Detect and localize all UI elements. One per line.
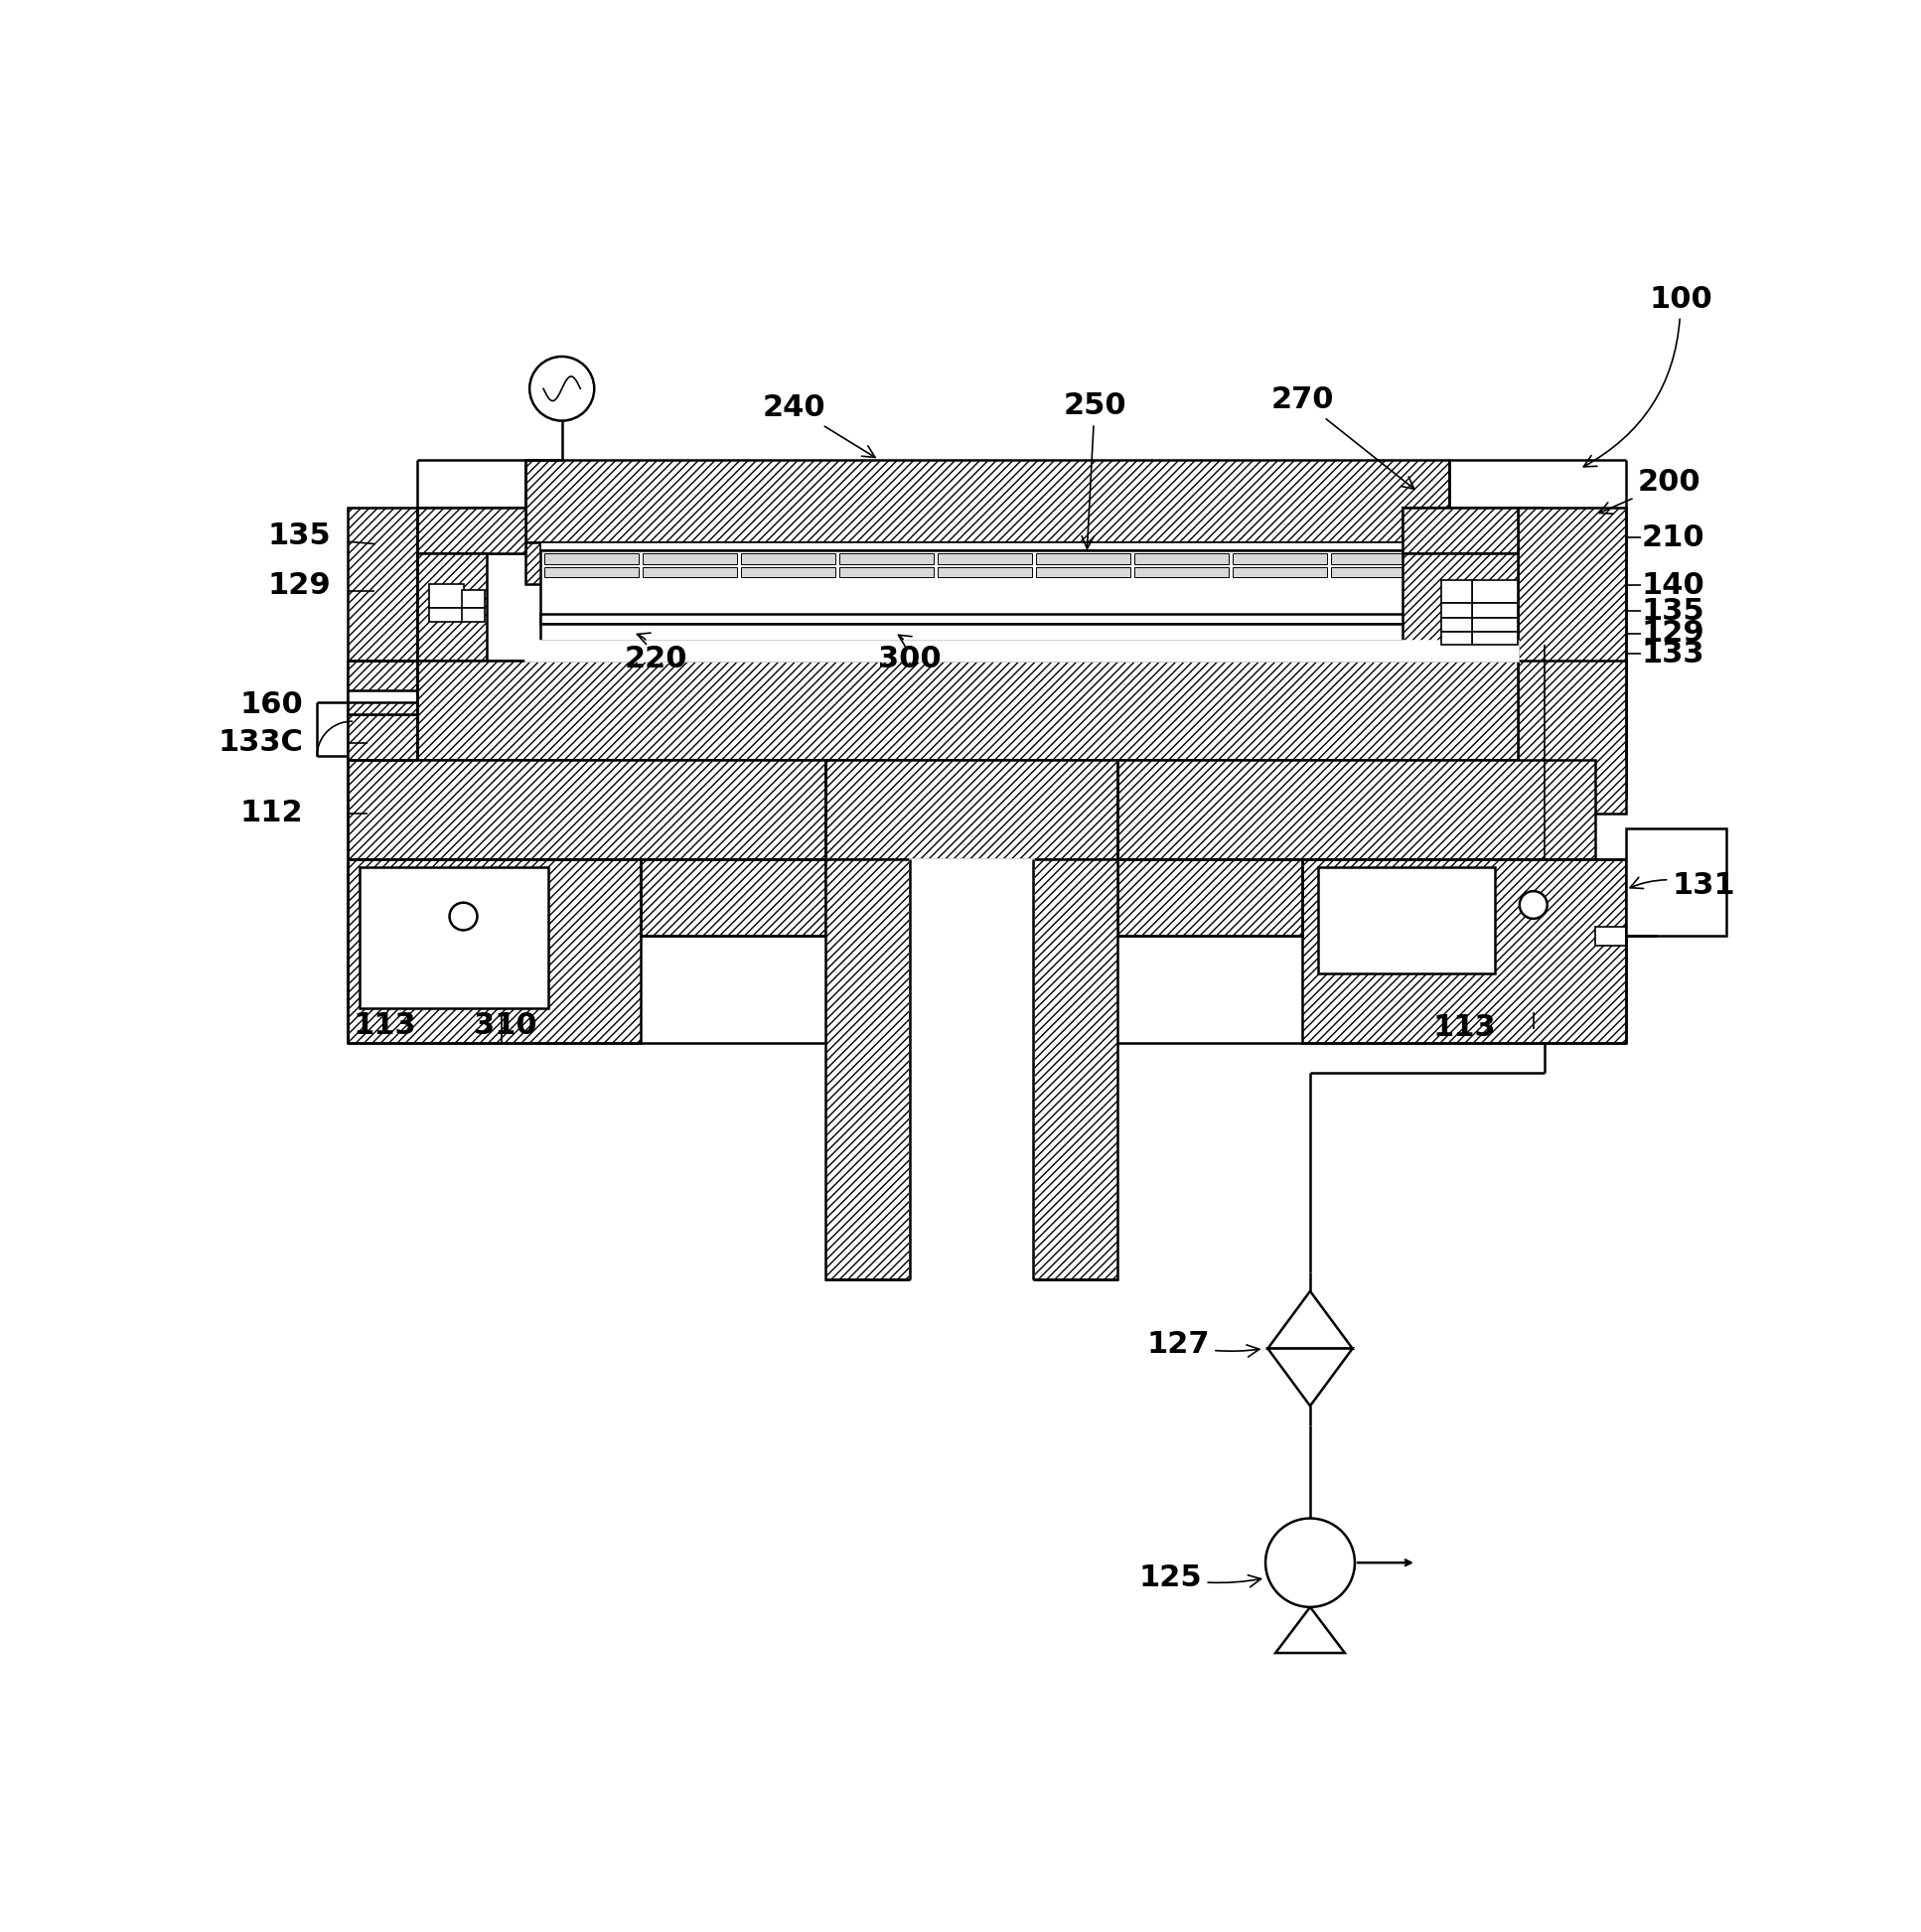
Bar [1402,508,1541,553]
Bar [1441,580,1471,603]
Bar [1033,860,1118,1279]
Bar [839,566,934,578]
Bar [348,692,417,713]
Bar [826,860,911,1279]
Polygon shape [1276,1607,1345,1654]
Bar [1035,553,1131,564]
Text: 112: 112 [240,798,304,827]
Text: 200: 200 [1598,468,1700,514]
Bar [1135,553,1229,564]
Bar [839,553,934,564]
Text: 160: 160 [240,690,304,719]
Text: 140: 140 [1641,570,1704,599]
Circle shape [1520,891,1546,920]
Bar [540,614,1433,624]
Text: 270: 270 [1272,386,1414,489]
Bar [540,624,1433,641]
Bar [1233,566,1327,578]
Bar [1318,867,1495,974]
Bar [1331,566,1425,578]
Text: 135: 135 [1641,597,1704,626]
Text: 135: 135 [267,522,330,551]
Bar [461,609,484,622]
Bar [937,566,1032,578]
Bar [1441,632,1471,645]
Bar [417,508,524,553]
Circle shape [530,357,594,421]
Bar [359,867,547,1009]
Text: 125: 125 [1139,1563,1260,1592]
Bar [1471,603,1518,618]
Bar [1331,553,1425,564]
Bar [1302,860,1625,1043]
Bar [1518,508,1625,798]
Bar [1471,632,1518,645]
Text: 113: 113 [353,1010,417,1039]
Bar [911,860,1033,1279]
Bar [540,551,1433,622]
Bar [428,609,463,622]
Bar [348,705,417,813]
Bar [524,460,1448,543]
Bar [642,553,738,564]
Text: 131: 131 [1629,871,1735,900]
Bar [1118,860,1302,935]
Text: 133C: 133C [217,728,304,757]
Bar [417,553,486,661]
Bar [461,589,484,609]
Bar [348,860,640,1043]
Text: 250: 250 [1062,392,1126,549]
Bar [524,641,1518,661]
Polygon shape [1268,1291,1352,1349]
Bar [1233,553,1327,564]
Text: 129: 129 [1641,618,1704,647]
Bar [1118,759,1594,860]
Bar [1135,566,1229,578]
Text: 310: 310 [474,1010,538,1039]
Bar [937,553,1032,564]
Bar [348,701,417,713]
Bar [1402,508,1518,553]
Bar [826,759,1118,860]
Bar [544,553,638,564]
Bar [642,566,738,578]
Text: 113: 113 [1433,1012,1496,1041]
Text: 133: 133 [1641,639,1704,668]
Text: 127: 127 [1147,1331,1260,1358]
Bar [348,661,524,813]
Bar [524,543,1448,585]
Bar [1035,566,1131,578]
Bar [1441,603,1471,618]
Text: 210: 210 [1641,524,1704,553]
Text: 220: 220 [624,634,688,672]
Bar [1518,661,1625,813]
Text: 100: 100 [1583,284,1712,468]
Polygon shape [1268,1349,1352,1406]
Bar [348,508,417,798]
Bar [1402,553,1518,661]
Bar [1594,925,1625,945]
Bar [417,508,524,553]
Circle shape [450,902,476,929]
Text: 300: 300 [878,636,941,672]
Bar [1471,618,1518,632]
Text: 240: 240 [763,394,876,458]
Text: 129: 129 [267,572,330,601]
Bar [1441,618,1471,632]
Bar [742,553,836,564]
Circle shape [1266,1519,1354,1607]
Bar [1625,829,1725,935]
Bar [742,566,836,578]
Bar [640,860,826,935]
Bar [1471,580,1518,603]
Bar [540,543,1433,551]
Bar [348,759,826,860]
Bar [417,661,1518,759]
Bar [428,583,463,609]
Bar [544,566,638,578]
